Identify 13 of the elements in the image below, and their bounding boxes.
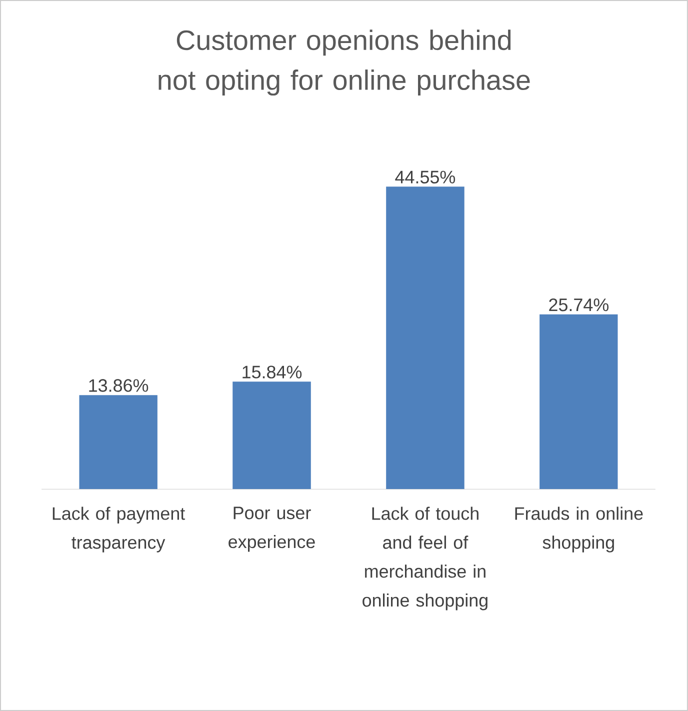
data-label: 13.86%	[89, 379, 148, 392]
x-tick-label: Lack of touch and feel of merchandise in online shopping	[362, 506, 488, 610]
data-label: 44.55%	[395, 170, 456, 184]
x-tick-label: Poor user experience	[228, 506, 315, 552]
data-label: 25.74%	[549, 298, 609, 312]
bar	[79, 395, 158, 490]
x-tick-label: Lack of payment trasparency	[52, 506, 186, 552]
data-label: 15.84%	[242, 366, 302, 378]
chart-title: Customer openions behind not opting for online purchase	[158, 30, 530, 96]
bar	[386, 186, 464, 490]
bar	[232, 382, 311, 490]
bar	[540, 314, 618, 490]
x-tick-label: Frauds in online shopping	[515, 506, 643, 552]
